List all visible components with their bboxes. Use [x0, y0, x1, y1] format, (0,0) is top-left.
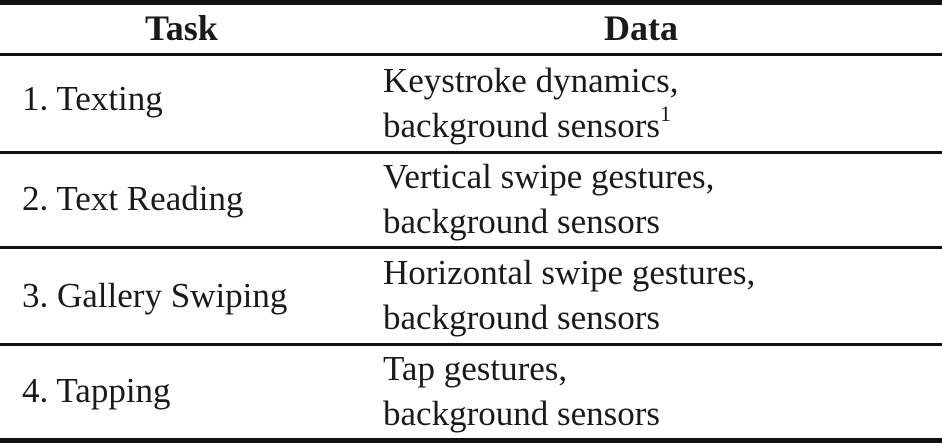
task-cell: 3. Gallery Swiping — [22, 276, 288, 315]
data-line-text: background sensors — [383, 106, 661, 145]
row-divider — [0, 246, 942, 249]
task-cell: 2. Text Reading — [22, 179, 244, 218]
row-divider — [0, 343, 942, 346]
task-cell: 1. Texting — [22, 79, 163, 118]
task-cell: 4. Tapping — [22, 371, 171, 410]
data-line: background sensors1 — [383, 103, 678, 148]
data-line: Keystroke dynamics, — [383, 61, 679, 100]
top-rule — [0, 0, 942, 5]
data-cell: Vertical swipe gestures, background sens… — [383, 154, 714, 244]
data-cell: Horizontal swipe gestures, background se… — [383, 250, 755, 340]
data-line: Vertical swipe gestures, — [383, 157, 715, 196]
data-line: Horizontal swipe gestures, — [383, 253, 756, 292]
data-cell: Keystroke dynamics, background sensors1 — [383, 58, 678, 148]
data-line: background sensors — [383, 298, 661, 337]
row-divider — [0, 151, 942, 154]
footnote-marker: 1 — [660, 101, 672, 127]
header-rule — [0, 53, 942, 56]
data-line: Tap gestures, — [383, 349, 568, 388]
data-line: background sensors — [383, 202, 661, 241]
header-task: Task — [145, 8, 218, 48]
header-data: Data — [604, 8, 678, 48]
data-line: background sensors — [383, 394, 661, 433]
data-cell: Tap gestures, background sensors — [383, 346, 660, 436]
bottom-rule — [0, 438, 942, 443]
